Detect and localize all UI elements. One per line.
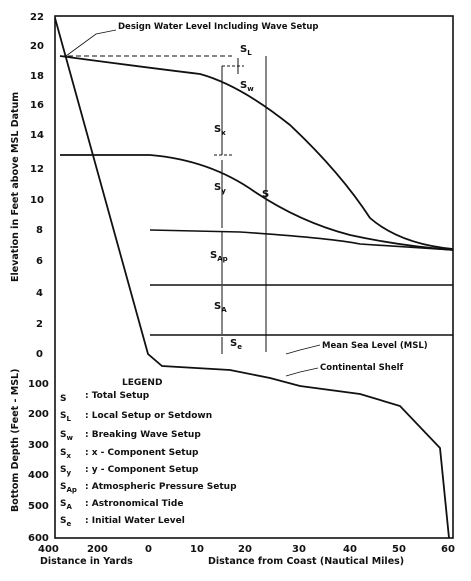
x-tick-200-yards: 200 [87, 544, 108, 555]
label-sl: SL [240, 44, 252, 57]
label-s-total: S [262, 189, 269, 200]
y-tick-22: 22 [30, 12, 44, 23]
design-water-level-annotation: Design Water Level Including Wave Setup [118, 22, 319, 32]
pressure-setup-line [149, 229, 454, 251]
x-axis: 400 200 0 10 20 30 40 50 60 Distance in … [38, 544, 455, 567]
legend-item: SA: Astronomical Tide [60, 499, 183, 511]
depth-tick-500: 500 [28, 501, 49, 512]
x-tick-0: 0 [145, 544, 152, 555]
depth-tick-600: 600 [28, 533, 49, 544]
x-tick-50-nm: 50 [392, 544, 406, 555]
x-tick-30-nm: 30 [292, 544, 306, 555]
legend-item: SL: Local Setup or Setdown [60, 411, 212, 423]
y-component-setup-curve [60, 154, 454, 251]
legend-item: Sw: Breaking Wave Setup [60, 430, 201, 442]
legend-item: Sx: x - Component Setup [60, 448, 199, 460]
y-tick-10: 10 [30, 195, 44, 206]
mean-sea-level-annotation: Mean Sea Level (MSL) [322, 341, 428, 351]
water-level-lines [54, 17, 454, 539]
continental-shelf-annotation: Continental Shelf [320, 363, 403, 373]
legend-title: LEGEND [122, 378, 162, 388]
label-sa: SA [214, 301, 227, 314]
y-tick-18: 18 [30, 71, 44, 82]
lower-y-axis-label: Bottom Depth (Feet - MSL) [10, 369, 21, 512]
msl-leader [285, 344, 321, 355]
depth-tick-300: 300 [28, 440, 49, 451]
shelf-leader [285, 367, 319, 377]
legend-item: SAp: Atmospheric Pressure Setup [60, 482, 237, 494]
annotations: Design Water Level Including Wave Setup … [65, 22, 428, 377]
x-label-yards: Distance in Yards [40, 556, 133, 567]
y-tick-12: 12 [30, 164, 44, 175]
x-tick-40-nm: 40 [343, 544, 357, 555]
y-tick-20: 20 [30, 41, 44, 52]
x-tick-20-nm: 20 [238, 544, 252, 555]
x-component-setup-curve [59, 55, 454, 250]
legend-item: Sy: y - Component Setup [60, 465, 199, 477]
y-tick-14: 14 [30, 130, 44, 141]
y-tick-0: 0 [36, 349, 43, 360]
bottom-slope-line [54, 17, 450, 539]
y-tick-6: 6 [36, 256, 43, 267]
depth-tick-200: 200 [28, 409, 49, 420]
depth-tick-400: 400 [28, 470, 49, 481]
legend-item: Se: Initial Water Level [60, 516, 185, 528]
symbol-labels: SL Sw Sx Sy S SAp SA Se [210, 44, 269, 351]
x-tick-10-nm: 10 [190, 544, 204, 555]
plot-frame [54, 15, 454, 539]
design-level-leader [65, 29, 117, 57]
x-tick-60-nm: 60 [441, 544, 455, 555]
y-tick-16: 16 [30, 100, 44, 111]
upper-y-axis-label: Elevation in Feet above MSL Datum [10, 92, 21, 282]
y-tick-8: 8 [36, 225, 43, 236]
x-tick-400-yards: 400 [38, 544, 59, 555]
label-sw: Sw [240, 80, 254, 93]
dimension-arrows [221, 56, 267, 354]
label-se: Se [230, 338, 242, 351]
lower-y-axis: 100 200 300 400 500 600 [28, 379, 49, 544]
legend-item: S: Total Setup [60, 391, 150, 404]
y-tick-2: 2 [36, 319, 43, 330]
x-label-nautical-miles: Distance from Coast (Nautical Miles) [208, 556, 404, 567]
label-sap: SAp [210, 250, 228, 263]
label-sx: Sx [214, 124, 226, 137]
legend: LEGEND S: Total Setup SL: Local Setup or… [60, 378, 237, 528]
y-tick-4: 4 [36, 288, 43, 299]
label-sy: Sy [214, 182, 226, 195]
depth-tick-100: 100 [28, 379, 49, 390]
upper-y-axis: 22 20 18 16 14 12 10 8 6 4 2 0 [30, 12, 44, 360]
